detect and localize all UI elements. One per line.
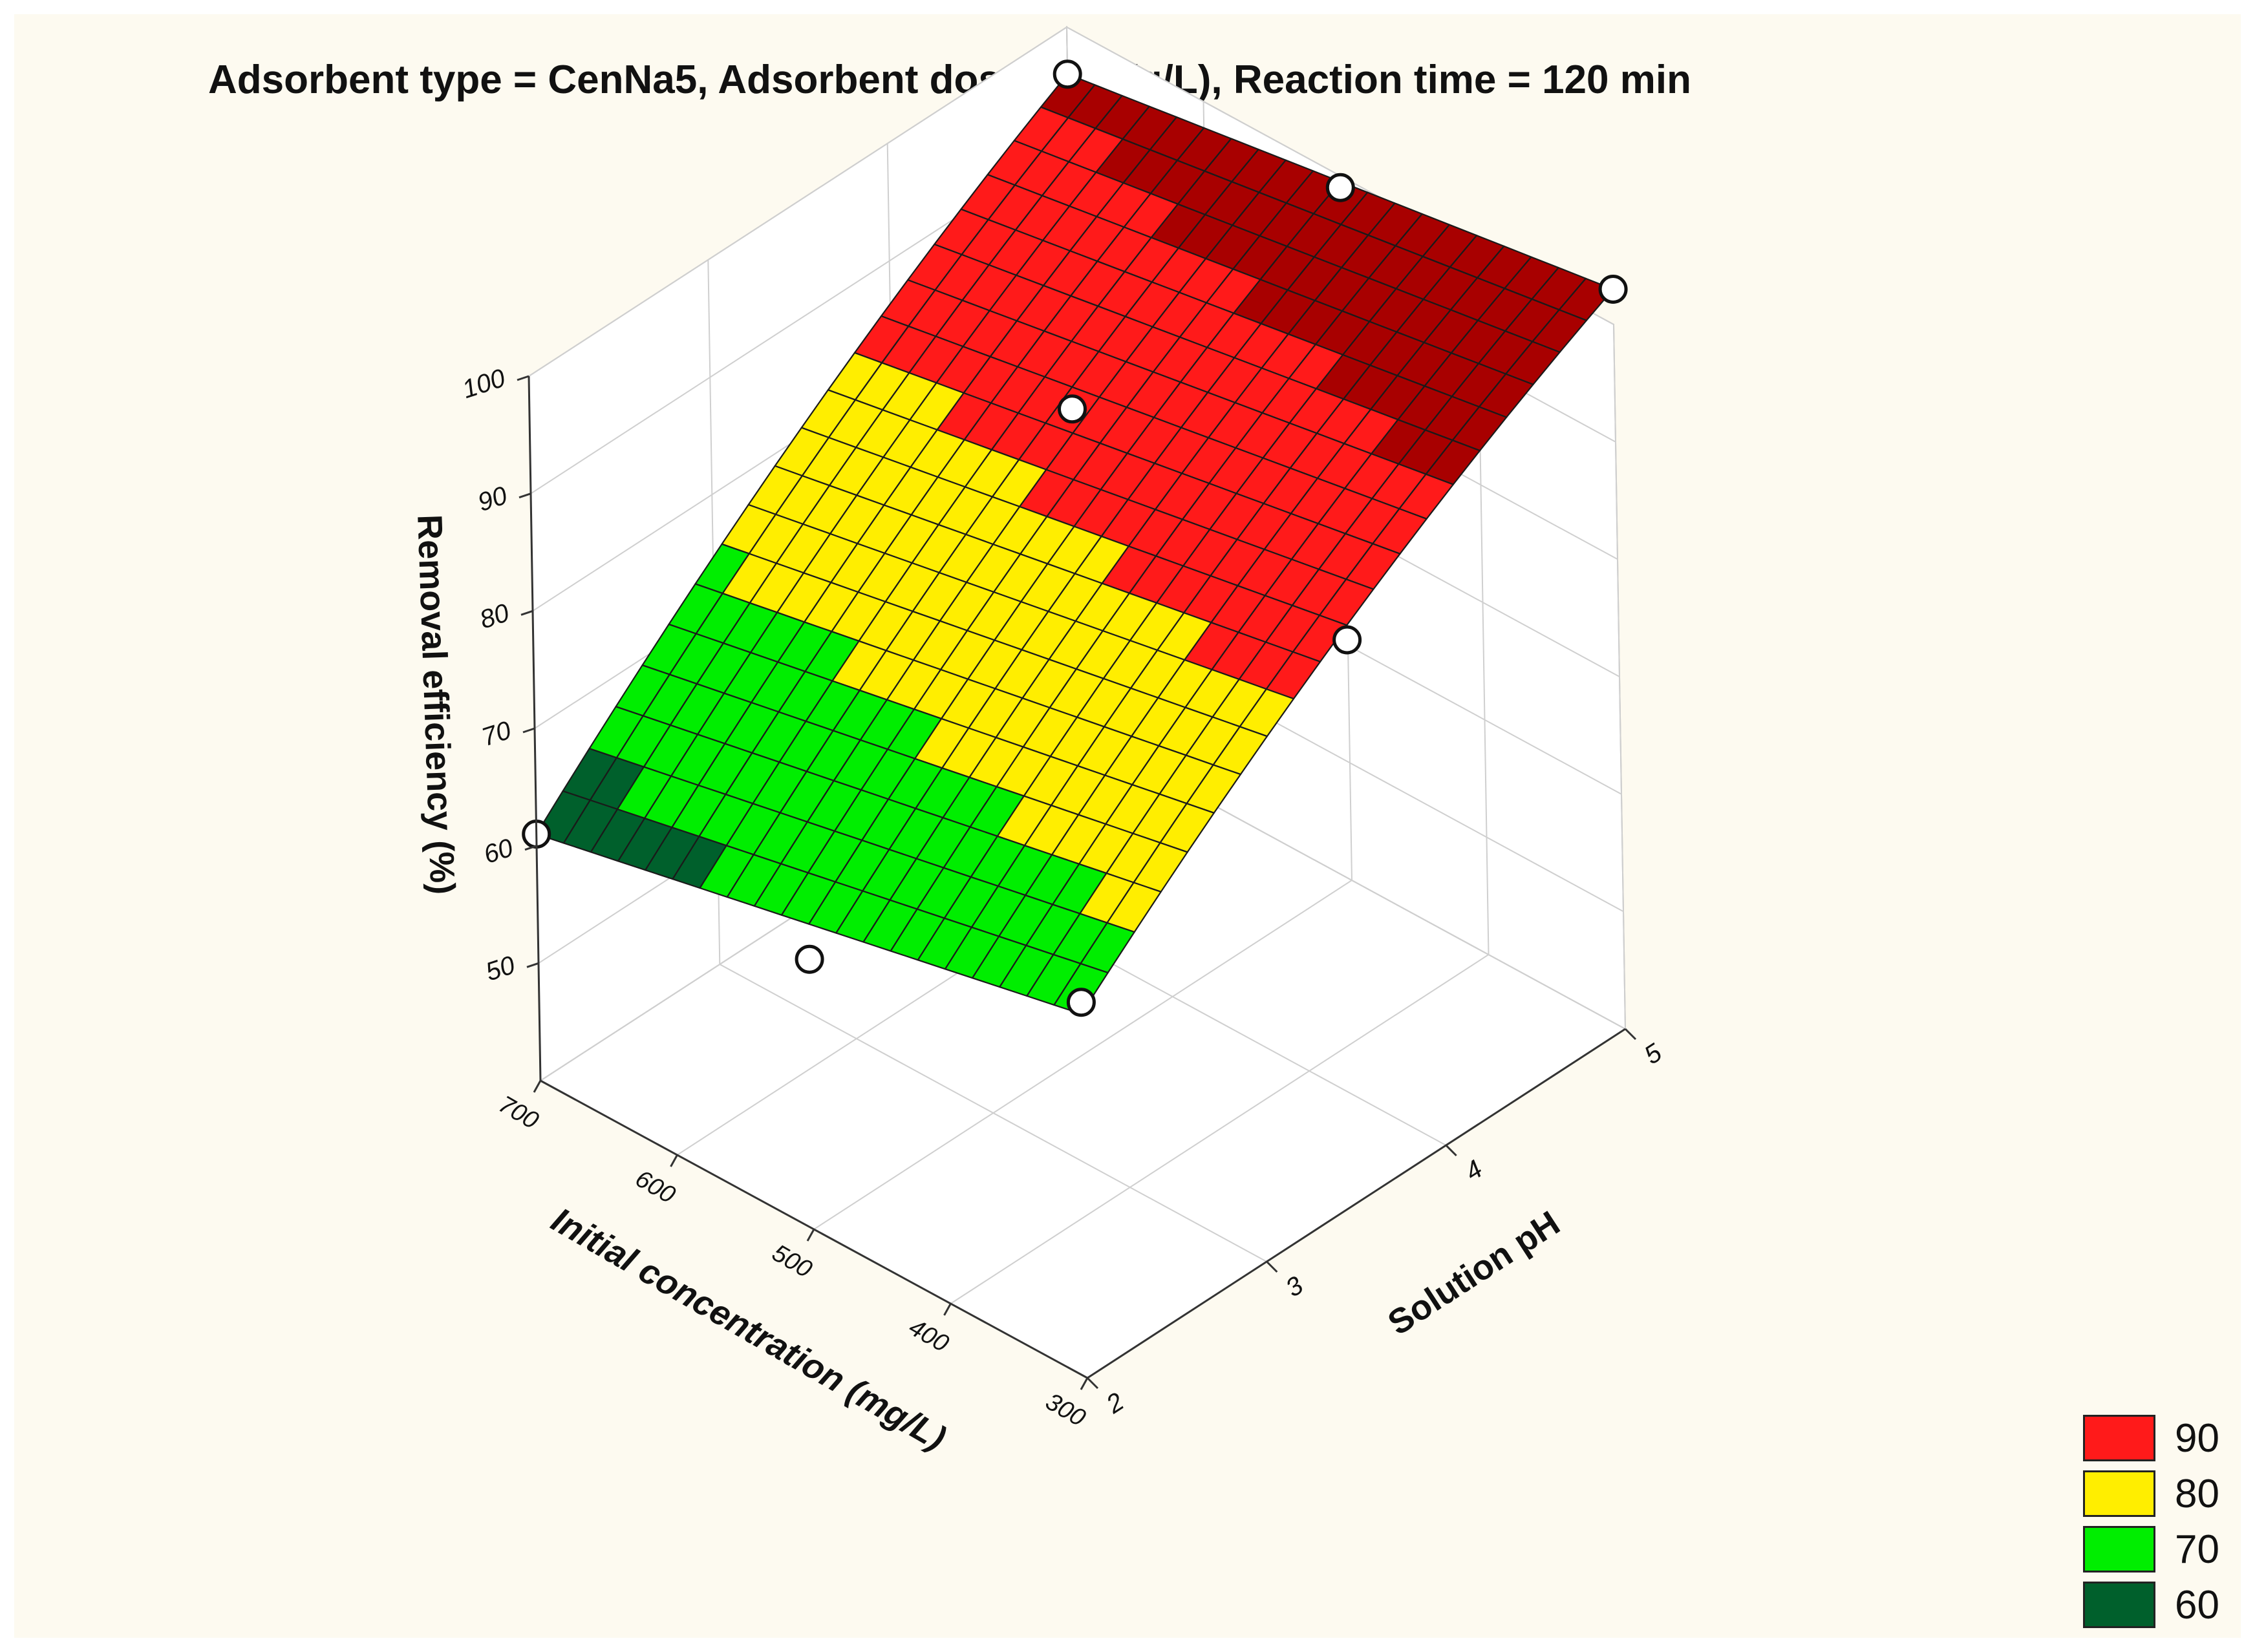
y-tick-label: 400 (904, 1314, 954, 1358)
surface-mesh (535, 73, 1614, 1015)
z-tick-label: 60 (480, 833, 517, 869)
y-tick-label: 500 (767, 1240, 817, 1284)
z-tick-mark (520, 609, 533, 616)
z-tick-mark (518, 492, 531, 499)
x-tick-mark (1266, 1260, 1278, 1273)
legend-item: 70 (2083, 1521, 2219, 1577)
z-tick-mark (526, 962, 539, 968)
z-tick-label: 70 (478, 716, 515, 752)
y-tick-mark (1080, 1377, 1089, 1390)
x-tick-mark (1445, 1144, 1457, 1157)
z-tick-label: 90 (475, 481, 511, 517)
design-point (795, 944, 824, 974)
legend-swatch-60 (2083, 1582, 2155, 1628)
y-tick-label: 300 (1041, 1388, 1090, 1432)
legend-swatch-90 (2083, 1415, 2155, 1461)
chart-title: Adsorbent type = CenNa5, Adsorbent dose … (208, 58, 1691, 102)
design-point (1053, 59, 1082, 89)
legend-swatch-70 (2083, 1526, 2155, 1573)
legend-item: 90 (2083, 1410, 2219, 1466)
z-tick-mark (524, 845, 537, 851)
x-tick-label: 5 (1640, 1038, 1667, 1070)
surface-plot: 2 3 4 5 300 400 500 600 700 50 60 70 80 90 100 Solution… (410, 26, 1667, 1458)
x-tick-mark (1086, 1377, 1099, 1390)
legend-item: 80 (2083, 1466, 2219, 1521)
x-axis-title: Solution pH (1381, 1203, 1566, 1342)
y-tick-mark (943, 1303, 952, 1316)
x-axis-line (1087, 1028, 1626, 1379)
legend-label: 70 (2175, 1527, 2219, 1572)
legend-item: 60 (2083, 1577, 2219, 1633)
y-tick-mark (533, 1080, 542, 1093)
z-tick-mark (517, 375, 529, 381)
z-tick-label: 80 (476, 598, 513, 635)
y-tick-mark (670, 1154, 678, 1167)
legend-label: 60 (2175, 1582, 2219, 1627)
design-point (1058, 394, 1087, 424)
chart-frame: Adsorbent type = CenNa5, Adsorbent dose … (14, 14, 2241, 1638)
design-point (1066, 988, 1096, 1017)
design-point (1332, 625, 1362, 655)
legend-swatch-80 (2083, 1470, 2155, 1517)
y-tick-label: 600 (631, 1165, 680, 1209)
design-point (1325, 173, 1355, 202)
y-tick-mark (806, 1229, 815, 1242)
x-tick-label: 3 (1281, 1271, 1309, 1303)
design-point (1598, 275, 1628, 304)
y-tick-label: 700 (494, 1091, 543, 1135)
x-tick-mark (1624, 1028, 1637, 1041)
legend-label: 80 (2175, 1471, 2219, 1516)
z-axis-title: Removal efficiency (%) (410, 514, 462, 895)
x-gridline (707, 259, 1267, 1262)
z-tick-label: 100 (459, 364, 509, 404)
x-tick-label: 2 (1101, 1388, 1129, 1420)
legend: 90 80 70 60 (2083, 1410, 2219, 1633)
z-tick-mark (522, 727, 535, 734)
legend-label: 90 (2175, 1415, 2219, 1461)
z-tick-label: 50 (482, 951, 518, 987)
x-tick-label: 4 (1460, 1155, 1488, 1187)
